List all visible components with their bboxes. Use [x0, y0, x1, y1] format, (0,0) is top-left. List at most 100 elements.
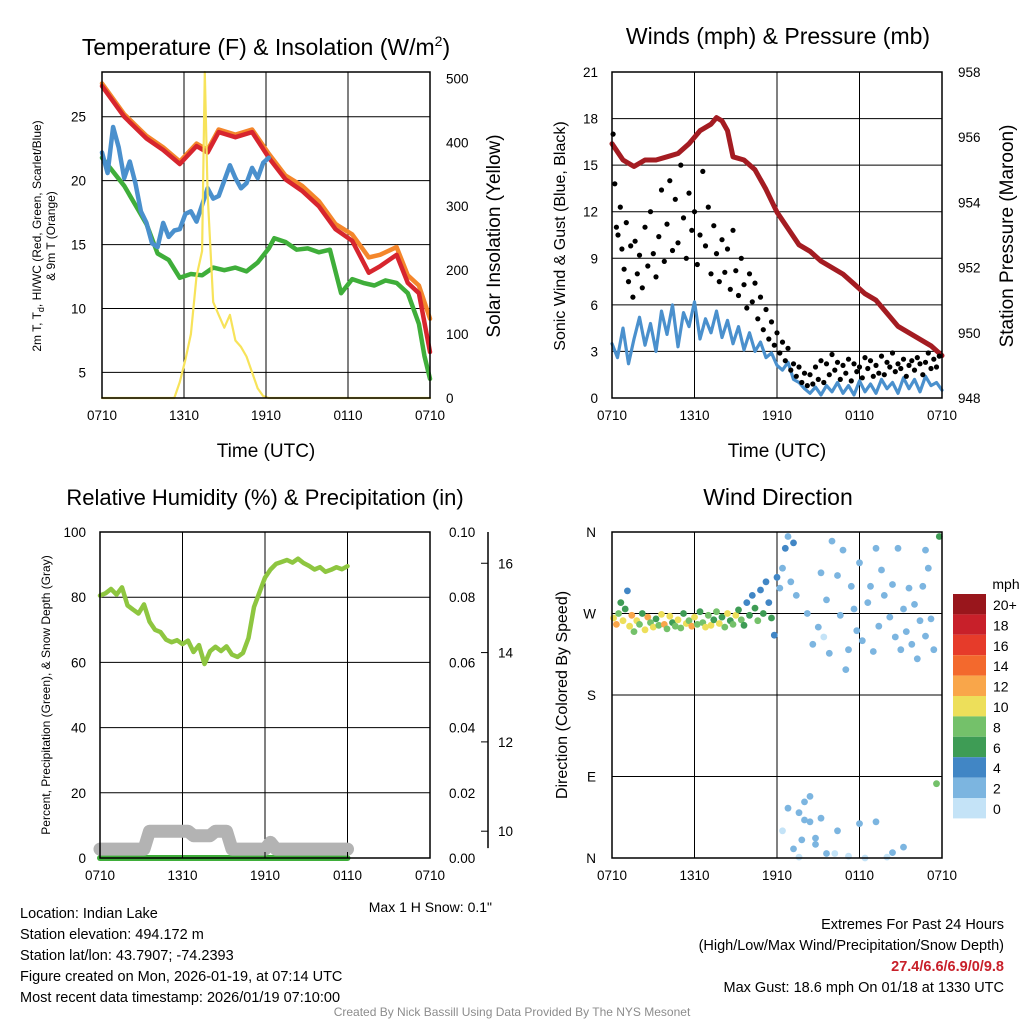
rh-y3-tick-label: 12 [498, 735, 513, 750]
dir-legend-swatch [953, 798, 986, 819]
dir-point [817, 569, 825, 577]
gust-dot [727, 286, 733, 292]
wind-y2-ytick-label: 952 [958, 261, 981, 276]
rh-xtick-label: 0710 [85, 868, 115, 883]
gust-dot [771, 342, 777, 348]
gust-dot [694, 261, 700, 268]
temp-y2-ytick-label: 400 [446, 135, 469, 150]
dir-point [638, 610, 646, 617]
gust-dot [757, 294, 764, 300]
dir-point [715, 620, 723, 627]
gust-dot [854, 369, 860, 375]
wind-ylabel: Sonic Wind & Gust (Blue, Black) [552, 121, 569, 350]
gust-dot [876, 370, 882, 376]
wind-y2-ytick-label: 958 [958, 65, 981, 80]
dir-point [872, 818, 880, 826]
gust-dot [724, 246, 731, 252]
gust-dot [793, 373, 799, 379]
dir-legend-swatch [953, 736, 986, 758]
temp-ylabel-rest: , HI/WC (Red, Green, Scarlet/Blue) [30, 120, 44, 307]
gust-dot [909, 358, 915, 364]
dir-xtick-label: 0710 [927, 868, 957, 883]
temp-series-td [99, 155, 433, 382]
gust-dot [870, 373, 876, 379]
dir-point [812, 841, 819, 848]
dir-point [615, 610, 622, 617]
dir-legend-label: 12 [993, 679, 1009, 695]
gust-dot [760, 327, 766, 333]
wind-grid [694, 72, 860, 398]
temp-y2-ytick-label: 300 [446, 199, 469, 214]
dir-point [930, 646, 938, 654]
dir-point [828, 537, 836, 545]
dir-ylabel: Direction (Colored By Speed) [554, 591, 571, 799]
credit-text: Created By Nick Bassill Using Data Provi… [333, 1005, 691, 1019]
gust-dot [733, 268, 739, 274]
dir-point [834, 572, 841, 579]
temp-xtick-label: 0710 [87, 408, 117, 423]
gust-dot [711, 223, 717, 229]
rh-note: Max 1 H Snow: 0.1" [369, 899, 492, 915]
dir-point [801, 798, 808, 806]
dir-legend-label: 16 [993, 638, 1009, 654]
gust-dot [848, 378, 854, 384]
dir-point [817, 814, 825, 822]
dir-point [691, 613, 698, 621]
gust-dot [933, 364, 940, 370]
wind-ytick-label: 3 [590, 344, 598, 359]
dir-point [671, 622, 679, 630]
dir-point [693, 621, 701, 628]
gust-dot [749, 299, 755, 305]
dir-point [856, 559, 863, 567]
gust-dot [862, 355, 868, 361]
temp-series-solar-insolation [100, 70, 432, 400]
gust-dot [686, 190, 692, 196]
dir-point [836, 611, 844, 619]
rh-grid [182, 532, 348, 858]
gust-dot [619, 246, 625, 252]
gust-dot [881, 372, 887, 378]
wind-ytick-label: 9 [590, 251, 598, 266]
gust-dot [843, 370, 849, 376]
gust-dot [636, 252, 643, 258]
created-text: Figure created on Mon, 2026-01-19, at 07… [20, 969, 343, 985]
dir-point [842, 666, 850, 673]
dir-point [927, 615, 935, 623]
dir-point [905, 584, 913, 592]
wind-xlabel: Time (UTC) [728, 441, 827, 462]
dir-point [702, 623, 709, 631]
dir-point [812, 834, 819, 842]
dir-legend-label: 18 [993, 617, 1009, 633]
temp-y2label: Solar Insolation (Yellow) [484, 134, 505, 337]
gust-dot [625, 279, 632, 285]
dir-point [759, 610, 767, 617]
gust-dot [752, 280, 758, 286]
dir-point [872, 544, 880, 552]
temp-title-sup: 2 [435, 33, 443, 49]
rh-ytick-label: 100 [63, 525, 86, 540]
gust-dot [911, 367, 918, 373]
recent-text: Most recent data timestamp: 2026/01/19 0… [20, 990, 341, 1006]
dir-point [732, 611, 740, 619]
dir-legend-swatch [953, 757, 986, 778]
gust-dot [656, 234, 662, 240]
wind-ytick-label: 18 [583, 112, 598, 127]
dir-point [784, 533, 792, 540]
gust-dot [801, 370, 808, 376]
dir-point [630, 628, 638, 635]
rh-y3-tick-label: 16 [498, 556, 513, 571]
gust-dot [807, 372, 813, 378]
dir-point [889, 849, 896, 856]
dir-point [790, 845, 797, 853]
temp-xtick-label: 1910 [251, 408, 281, 423]
dir-point [902, 628, 910, 635]
gust-dot [628, 243, 634, 249]
dir-ytick-label: N [586, 525, 596, 540]
dir-point [792, 592, 800, 599]
dir-legend-label: 4 [993, 760, 1001, 776]
dir-ytick-label: E [587, 770, 596, 785]
rh-ytick-label: 20 [71, 786, 86, 801]
dir-point [779, 564, 786, 572]
wind-xtick-label: 0710 [597, 408, 627, 423]
gust-dot [735, 292, 742, 299]
